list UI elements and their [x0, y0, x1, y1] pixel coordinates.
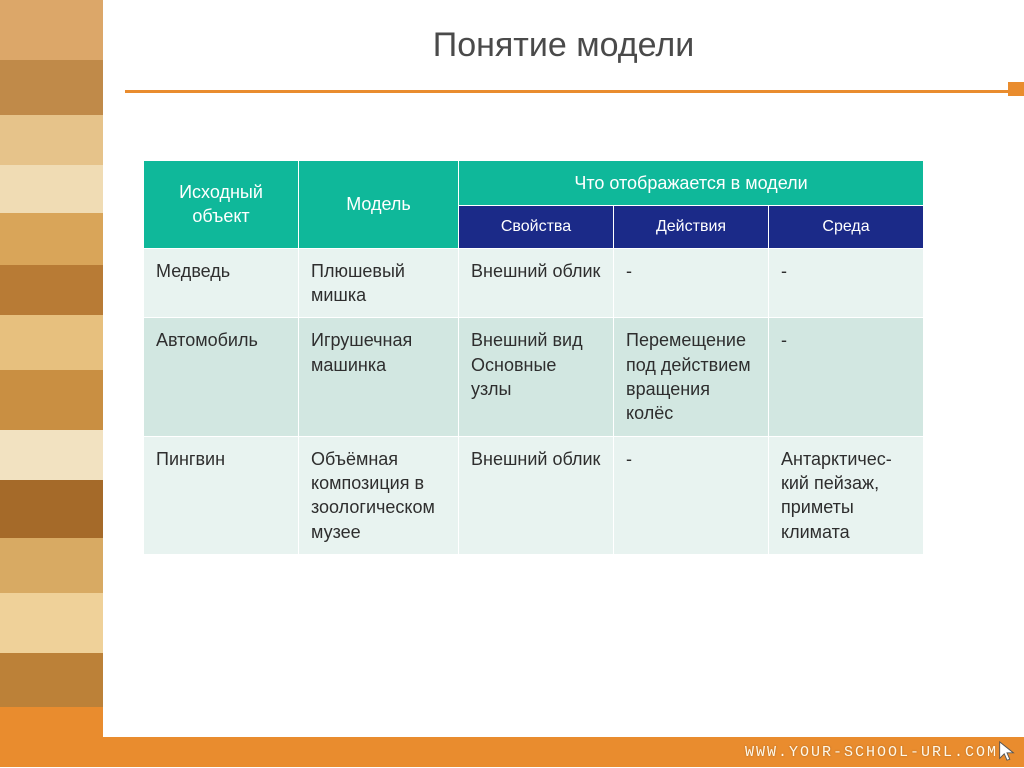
- col-header-model: Модель: [299, 161, 459, 249]
- side-strip-block: [0, 538, 103, 593]
- side-strip-block: [0, 115, 103, 165]
- col-subheader-props: Свойства: [459, 206, 614, 249]
- side-strip-block: [0, 165, 103, 213]
- cell-model: Объёмная композиция в зоологическом музе…: [299, 436, 459, 554]
- side-strip-block: [0, 370, 103, 430]
- title-area: Понятие модели: [103, 0, 1024, 90]
- title-rule-accent: [1008, 82, 1024, 96]
- page-title: Понятие модели: [433, 26, 694, 65]
- footer-url: WWW.YOUR-SCHOOL-URL.COM: [745, 744, 998, 761]
- side-strip-block: [0, 60, 103, 115]
- cell-env: -: [769, 318, 924, 436]
- col-header-displayed-group: Что отображается в модели: [459, 161, 924, 206]
- cell-actions: Перемещение под действием вращения колёс: [614, 318, 769, 436]
- cell-object: Пингвин: [144, 436, 299, 554]
- side-strip-block: [0, 265, 103, 315]
- side-strip-block: [0, 707, 103, 767]
- cell-actions: -: [614, 248, 769, 318]
- cell-props: Внешний вид Основные узлы: [459, 318, 614, 436]
- cell-env: -: [769, 248, 924, 318]
- col-subheader-env: Среда: [769, 206, 924, 249]
- side-decorative-strip: [0, 0, 103, 767]
- table-row: АвтомобильИгрушечная машинкаВнешний вид …: [144, 318, 924, 436]
- col-header-object: Исходный объект: [144, 161, 299, 249]
- cell-props: Внешний облик: [459, 436, 614, 554]
- side-strip-block: [0, 593, 103, 653]
- side-strip-block: [0, 480, 103, 538]
- cell-model: Плюшевый мишка: [299, 248, 459, 318]
- side-strip-block: [0, 213, 103, 265]
- cell-props: Внешний облик: [459, 248, 614, 318]
- cell-model: Игрушечная машинка: [299, 318, 459, 436]
- model-table: Исходный объект Модель Что отображается …: [143, 160, 924, 555]
- cell-object: Медведь: [144, 248, 299, 318]
- side-strip-block: [0, 315, 103, 370]
- model-table-body: МедведьПлюшевый мишкаВнешний облик--Авто…: [144, 248, 924, 554]
- table-row: МедведьПлюшевый мишкаВнешний облик--: [144, 248, 924, 318]
- side-strip-block: [0, 0, 103, 60]
- title-rule: [125, 90, 1024, 93]
- table-row: ПингвинОбъёмная композиция в зоологическ…: [144, 436, 924, 554]
- model-table-container: Исходный объект Модель Что отображается …: [143, 160, 923, 555]
- side-strip-block: [0, 653, 103, 707]
- cell-object: Автомобиль: [144, 318, 299, 436]
- side-strip-block: [0, 430, 103, 480]
- cell-env: Антарктичес-кий пейзаж, приметы климата: [769, 436, 924, 554]
- cell-actions: -: [614, 436, 769, 554]
- col-subheader-actions: Действия: [614, 206, 769, 249]
- footer-bar: WWW.YOUR-SCHOOL-URL.COM: [103, 737, 1024, 767]
